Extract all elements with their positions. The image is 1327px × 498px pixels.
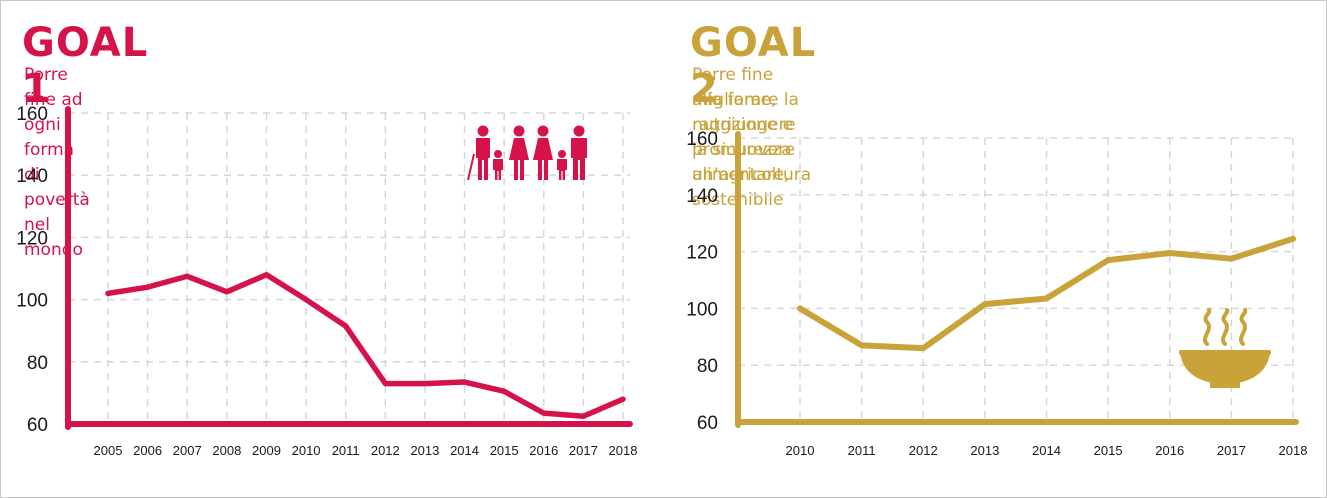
- x-tick-label: 2014: [1032, 443, 1061, 458]
- x-tick-label: 2013: [970, 443, 999, 458]
- x-tick-label: 2006: [133, 443, 162, 458]
- y-tick-label: 160: [16, 104, 48, 125]
- y-tick-label: 160: [686, 129, 718, 150]
- series-line: [105, 271, 626, 419]
- food-bowl-icon: [1179, 308, 1271, 388]
- x-tick-label: 2009: [252, 443, 281, 458]
- goal-2-title: GOAL 2: [690, 20, 817, 112]
- y-tick-label: 140: [16, 166, 48, 187]
- y-tick-label: 60: [27, 415, 48, 436]
- y-tick-label: 120: [16, 228, 48, 249]
- x-tick-label: 2017: [1217, 443, 1246, 458]
- x-tick-label: 2008: [212, 443, 241, 458]
- y-tick-label: 120: [686, 243, 718, 264]
- goal-1-chart: 60 80 100 120 140 160 2005 2006 2007 2008 2009 2010…: [16, 104, 638, 458]
- y-tick-label: 100: [16, 291, 48, 312]
- x-tick-label: 2011: [848, 443, 876, 458]
- x-tick-label: 2005: [94, 443, 123, 458]
- x-tick-label: 2016: [1155, 443, 1184, 458]
- x-tick-label: 2010: [292, 443, 321, 458]
- x-tick-label: 2012: [371, 443, 400, 458]
- family-icon: [467, 125, 587, 181]
- x-tick-label: 2012: [909, 443, 938, 458]
- x-tick-label: 2015: [490, 443, 519, 458]
- y-tick-label: 140: [686, 186, 718, 207]
- goal-2-subtitle-line-1: Porre fine alla fame, raggiungere la sic…: [692, 65, 796, 185]
- y-tick-label: 80: [27, 353, 48, 374]
- x-tick-label: 2015: [1094, 443, 1123, 458]
- x-tick-label: 2018: [1279, 443, 1308, 458]
- x-tick-label: 2018: [609, 443, 638, 458]
- y-tick-label: 80: [697, 356, 718, 377]
- x-tick-label: 2017: [569, 443, 598, 458]
- x-tick-label: 2011: [332, 443, 360, 458]
- x-tick-label: 2010: [786, 443, 815, 458]
- y-tick-label: 60: [697, 413, 718, 434]
- goal-1-subtitle: Porre fine ad ogni forma di povertà nel …: [24, 65, 90, 260]
- goal-1-title: GOAL 1: [22, 20, 149, 112]
- goal-2-chart: 60 80 100 120 140 160 2010 2011 2012 2013 2014 2015…: [686, 129, 1308, 458]
- x-tick-label: 2016: [529, 443, 558, 458]
- x-tick-label: 2013: [410, 443, 439, 458]
- y-tick-label: 100: [686, 299, 718, 320]
- x-tick-label: 2014: [450, 443, 479, 458]
- x-tick-label: 2007: [173, 443, 202, 458]
